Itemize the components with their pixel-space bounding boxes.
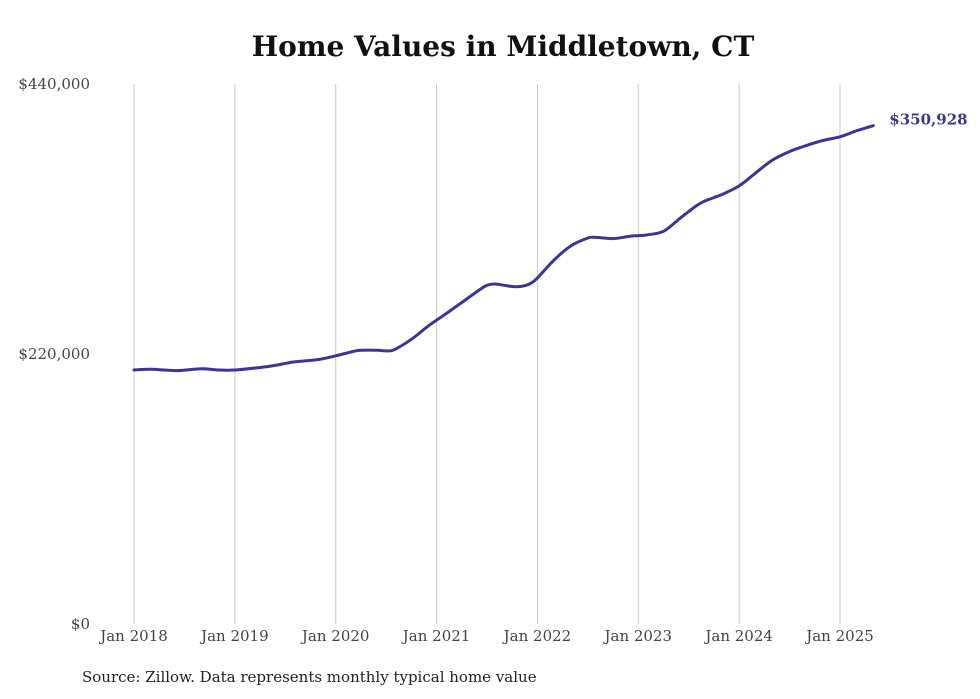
x-tick-label: Jan 2022 (502, 627, 572, 645)
x-tick-label: Jan 2025 (804, 627, 874, 645)
x-tick-label: Jan 2018 (98, 627, 168, 645)
x-tick-label: Jan 2023 (603, 627, 673, 645)
series-line (132, 124, 875, 373)
source-note: Source: Zillow. Data represents monthly … (82, 668, 537, 686)
y-tick-label: $0 (71, 615, 90, 633)
y-tick-label: $440,000 (18, 75, 90, 93)
x-tick-label: Jan 2021 (401, 627, 471, 645)
end-value-label: $350,928 (889, 111, 967, 129)
chart-title: Home Values in Middletown, CT (251, 30, 755, 63)
x-tick-label: Jan 2019 (199, 627, 269, 645)
x-tick-label: Jan 2024 (703, 627, 773, 645)
y-tick-label: $220,000 (18, 345, 90, 363)
x-tick-label: Jan 2020 (300, 627, 370, 645)
